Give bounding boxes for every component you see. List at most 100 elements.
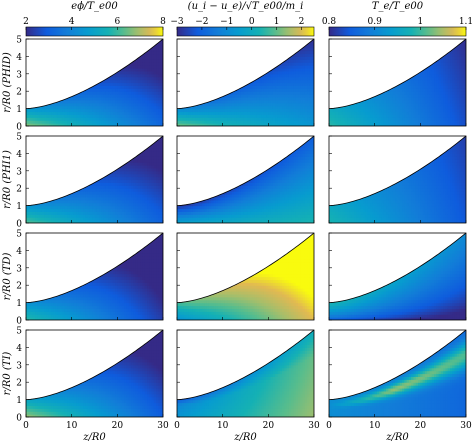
heatmap-cells [26, 39, 163, 126]
colorbar-tick-label: −2 [195, 17, 208, 27]
panel-frame [328, 38, 467, 127]
x-tick-label: 20 [112, 421, 124, 431]
heatmap-cells [329, 233, 466, 320]
colorbar-label-Te: T_e/T_e00 [372, 1, 424, 12]
colorbar-tick-label: 2 [299, 17, 305, 27]
y-tick-label: 4 [16, 150, 22, 160]
panel-frame [25, 38, 164, 127]
x-tick-label: 10 [369, 421, 381, 431]
y-tick-label: 5 [16, 133, 22, 143]
boundary-curve [25, 232, 164, 303]
panel-frame [328, 232, 467, 321]
y-tick-label: 0 [16, 317, 22, 327]
y-tick-label: 3 [16, 361, 22, 371]
colorbar-tick-label: 4 [69, 17, 75, 27]
heatmap-panel-phid-phi: 0 1 2 3 4 5r/R0 (PHID) [2, 36, 164, 133]
heatmap-cells [26, 233, 163, 320]
y-tick-label: 5 [16, 230, 22, 240]
boundary-curve [328, 329, 467, 400]
boundary-curve [328, 38, 467, 109]
row-y-label: r/R0 (TI) [2, 352, 13, 396]
y-tick-label: 2 [16, 379, 22, 389]
panel-frame [176, 232, 315, 321]
x-tick-label: 30 [157, 421, 169, 431]
heatmap-panel-phi1-Te [328, 135, 467, 224]
y-tick-label: 1 [16, 202, 22, 212]
y-tick-label: 3 [16, 70, 22, 80]
colorbar-label-phi: eϕ/T_e00 [71, 1, 118, 12]
colorbar-label-u: (u_i − u_e)/√T_e00/m_i [188, 1, 304, 12]
heatmap-cells [329, 330, 466, 417]
row-y-label: r/R0 (PHID) [2, 52, 13, 113]
boundary-curve [328, 232, 467, 303]
panel-frame [176, 329, 315, 418]
colorbar-tick-label: −3 [170, 17, 184, 27]
y-tick-label: 1 [16, 105, 22, 115]
x-tick-label: 30 [460, 421, 472, 431]
x-tick-label: 10 [66, 421, 78, 431]
y-tick-label: 4 [16, 344, 22, 354]
panel-frame [176, 135, 315, 224]
x-tick-label: 30 [308, 421, 320, 431]
x-tick-label: 0 [174, 421, 180, 431]
panel-frame [328, 329, 467, 418]
colorbar-tick-label: 8 [160, 17, 166, 27]
boundary-curve [25, 135, 164, 206]
panel-frame [25, 329, 164, 418]
heatmap-panel-td-u [176, 232, 315, 321]
y-tick-label: 1 [16, 396, 22, 406]
boundary-curve [176, 232, 315, 303]
y-tick-label: 3 [16, 264, 22, 274]
colorbar-tick-label: 0 [249, 17, 255, 27]
colorbar-tick-label: 0.9 [368, 17, 383, 27]
panel-frame [25, 232, 164, 321]
colorbar-tick-label: 0.8 [322, 17, 337, 27]
boundary-curve [25, 38, 164, 109]
heatmap-panel-phi1-phi: 0 1 2 3 4 5r/R0 (PHI1) [2, 133, 164, 230]
y-tick-label: 0 [16, 220, 22, 230]
row-y-label: r/R0 (PHI1) [2, 150, 13, 209]
x-tick-label: 0 [326, 421, 332, 431]
colorbar-tick-label: 6 [114, 17, 120, 27]
y-tick-label: 4 [16, 247, 22, 257]
colorbar-u [176, 26, 315, 37]
y-tick-label: 3 [16, 167, 22, 177]
heatmap-cells [329, 136, 466, 223]
boundary-curve [176, 135, 315, 206]
heatmap-panel-phi1-u [176, 135, 315, 224]
heatmap-cells [177, 233, 314, 320]
x-axis-label: z/R0 [385, 432, 409, 443]
boundary-curve [25, 329, 164, 400]
colorbar-tick-label: −1 [220, 17, 233, 27]
row-y-label: r/R0 (TD) [2, 253, 13, 301]
boundary-curve [176, 329, 315, 400]
boundary-curve [328, 135, 467, 206]
boundary-curve [176, 38, 315, 109]
x-axis-label: z/R0 [233, 432, 257, 443]
x-tick-label: 20 [415, 421, 427, 431]
x-tick-label: 10 [217, 421, 229, 431]
panel-frame [176, 38, 315, 127]
heatmap-panel-ti-u: 0 10 20 30 [174, 329, 320, 431]
heatmap-panel-td-Te [328, 232, 467, 321]
heatmap-panel-ti-phi: 0 1 2 3 4 5 0 10 20 30 r/R0 (TI) [2, 327, 169, 432]
colorbar-phi [25, 26, 164, 37]
x-tick-label: 20 [263, 421, 275, 431]
heatmap-cells [329, 39, 466, 126]
panel-frame [328, 135, 467, 224]
colorbar-tick-label: 1 [274, 17, 280, 27]
y-tick-label: 5 [16, 36, 22, 46]
colorbar-Te [328, 26, 467, 37]
colorbar-tick-label: 2 [23, 17, 29, 27]
y-tick-label: 2 [16, 88, 22, 98]
y-tick-label: 1 [16, 299, 22, 309]
y-tick-label: 2 [16, 282, 22, 292]
y-tick-label: 2 [16, 185, 22, 195]
colorbar-tick-label: 1 [417, 17, 423, 27]
heatmap-panel-td-phi: 0 1 2 3 4 5 r/R0 (TD) [2, 230, 164, 327]
y-tick-label: 0 [16, 414, 22, 424]
colorbar-tick-label: 1.1 [459, 17, 473, 27]
heatmap-panel-phid-u [176, 38, 315, 127]
y-tick-label: 0 [16, 123, 22, 133]
